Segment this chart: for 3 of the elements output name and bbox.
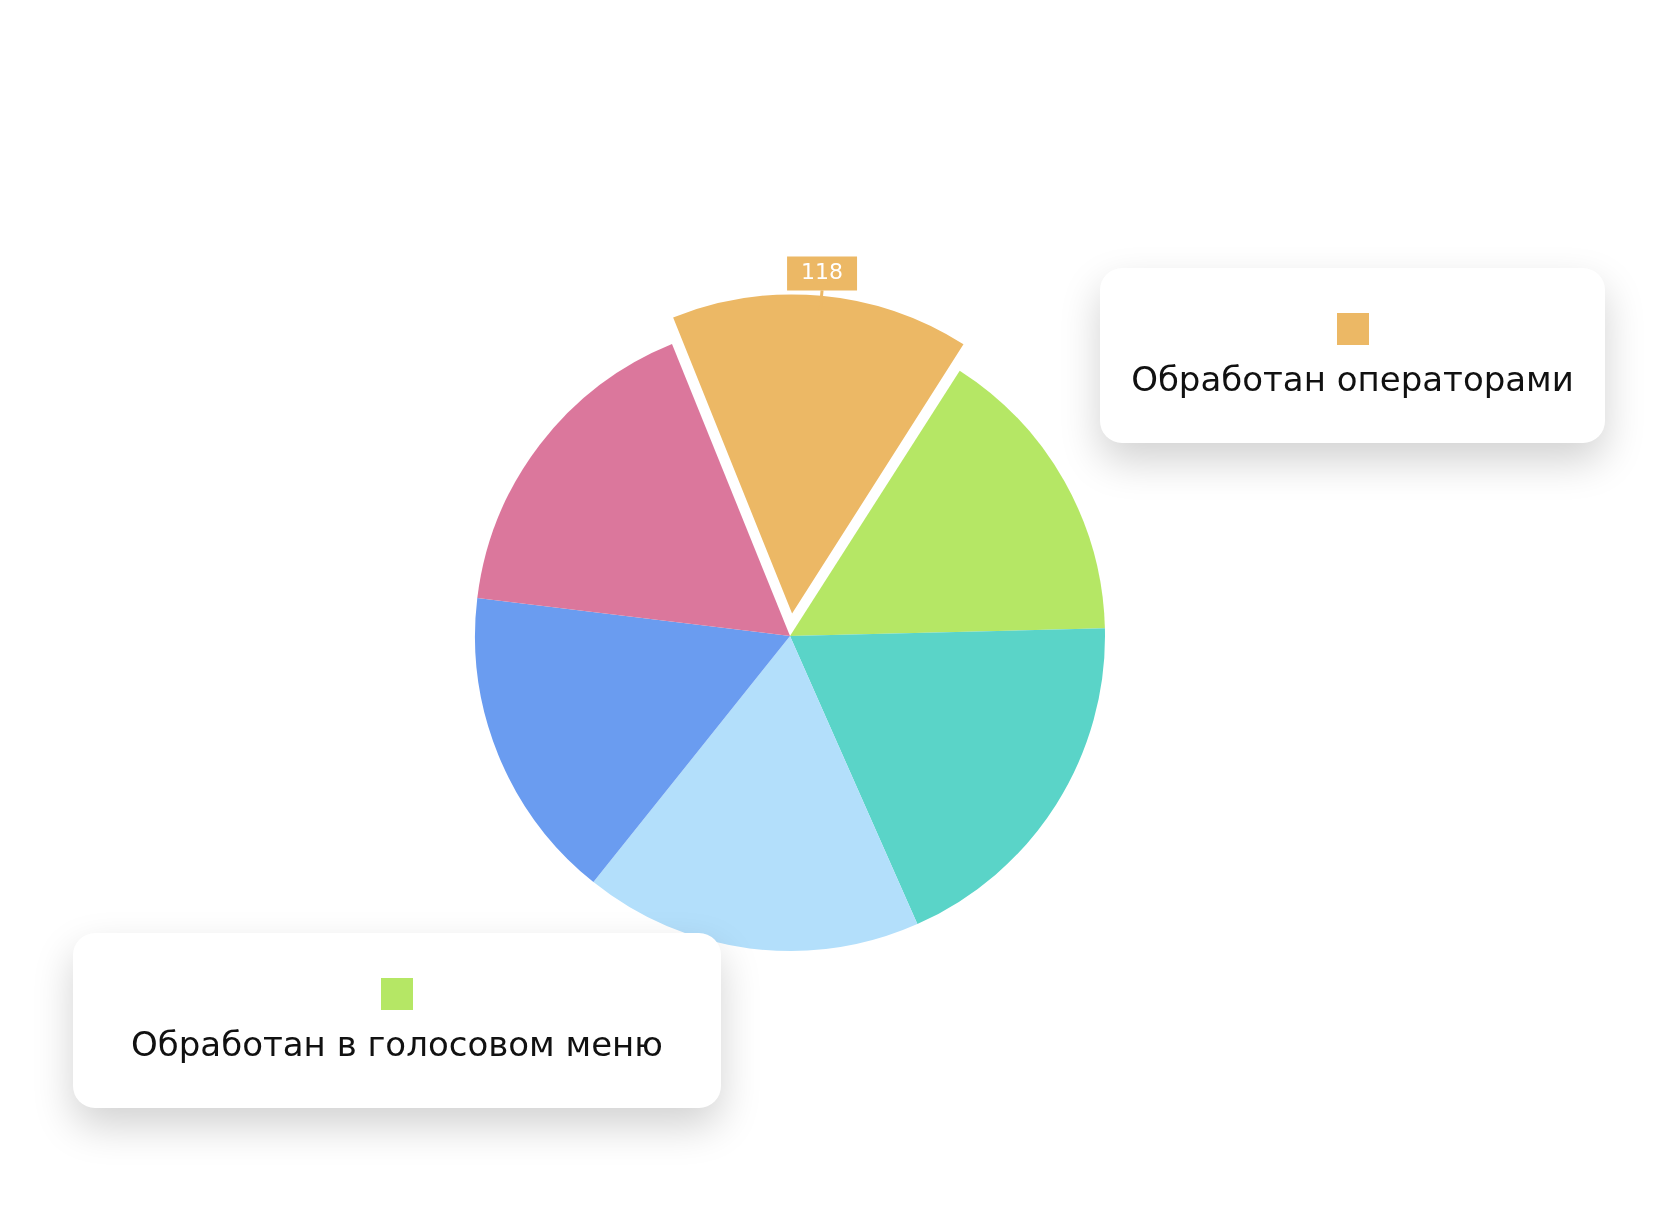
legend-label: Обработан операторами	[1131, 358, 1574, 399]
legend-label: Обработан в голосовом меню	[131, 1023, 663, 1064]
data-label: 118	[801, 259, 844, 285]
